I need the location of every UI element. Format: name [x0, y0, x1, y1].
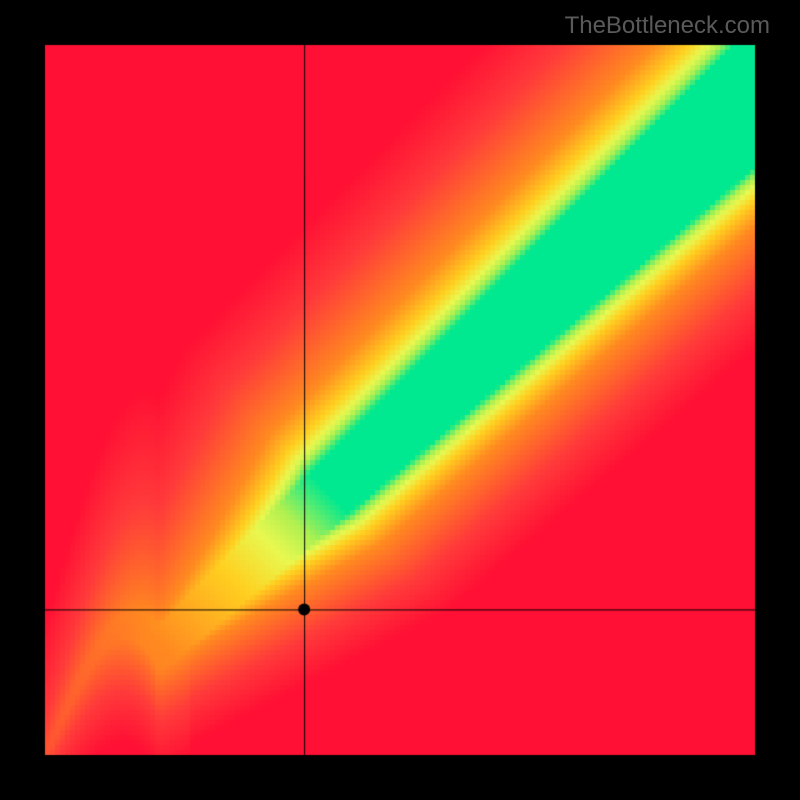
watermark-text: TheBottleneck.com	[565, 12, 770, 40]
chart-container: TheBottleneck.com	[0, 0, 800, 800]
heatmap-canvas	[0, 0, 800, 800]
